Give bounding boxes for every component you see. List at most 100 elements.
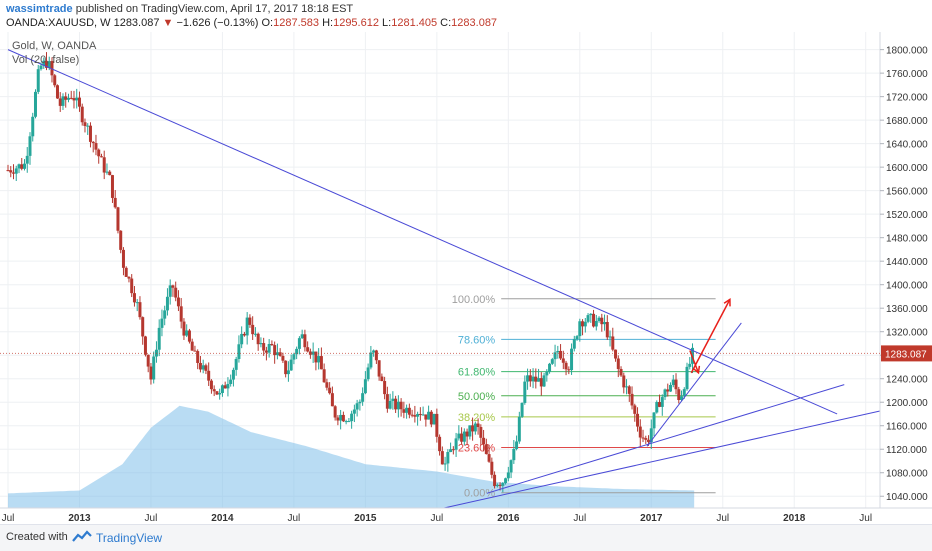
tradingview-brand-link[interactable]: TradingView [96,531,163,545]
candle-body [619,368,623,376]
candle-body [234,358,238,370]
candle-body [671,379,675,385]
candle-body [275,352,279,356]
candle-body [344,421,348,423]
close-value: 1283.087 [451,17,498,29]
candle-body [429,411,433,425]
time-tick-label: 2014 [211,513,234,524]
candle-body [680,396,684,401]
candle-body [248,317,252,325]
candle-body [168,285,172,297]
candle-body [674,379,678,390]
candle-body [22,163,26,169]
candle-body [119,230,123,250]
candle-body [284,360,288,375]
author-link[interactable]: wassimtrade [6,3,73,15]
candle-body [256,333,260,345]
open-value: 1287.583 [273,17,320,29]
candle-body [80,106,84,123]
candle-body [113,197,117,208]
price-tick-label: 1600.000 [886,163,928,174]
candle-body [424,414,428,420]
price-tick-label: 1360.000 [886,304,928,315]
candle-body [603,322,607,325]
candle-body [372,350,376,353]
candle-body [394,398,398,410]
trendline [443,410,881,509]
candle-body [292,354,296,360]
price-tick-label: 1120.000 [886,445,927,456]
candle-body [135,302,139,304]
candle-body [124,267,128,277]
candle-body [385,394,389,409]
price-tick-label: 1560.000 [886,187,928,198]
candle-body [171,285,175,288]
candle-body [319,356,323,370]
open-label: O: [261,17,274,29]
series-legend: Gold, W, OANDA [12,40,97,52]
candle-body [286,370,290,375]
candle-body [42,60,46,66]
publish-header: wassimtrade published on TradingView.com… [6,3,353,15]
candle-body [226,383,230,389]
candle-body [418,413,422,415]
close-label: C: [440,17,452,29]
candle-body [630,393,634,406]
low-value: 1281.405 [391,17,438,29]
candle-body [50,61,54,76]
candle-body [473,423,477,432]
tradingview-logo-icon[interactable] [72,530,92,544]
time-tick-label: Jul [716,513,729,524]
candle-body [185,330,189,336]
candle-body [36,69,40,92]
candle-body [638,426,642,438]
candle-body [567,369,571,371]
candle-body [231,369,235,380]
candle-body [66,97,70,100]
candle-body [75,97,79,101]
current-price-tag: 1283.087 [0,345,932,362]
candle-body [64,96,68,100]
candle-body [539,378,543,387]
candle-body [405,407,409,413]
publish-info: published on TradingView.com, April 17, … [72,3,354,15]
candle-body [383,381,387,395]
trendline [7,49,838,415]
candle-body [608,336,612,338]
price-chart[interactable]: 100.00% 78.60% 61.80% 50.00% 38.20% 23.60% 0.0… [0,32,932,524]
price-tick-label: 1320.000 [886,328,928,339]
price-axis: 1040.000 1080.000 1120.000 1160.000 1200.000… [880,46,928,503]
candle-body [506,472,510,479]
candle-body [616,358,620,369]
candle-body [666,389,670,392]
candlesticks [6,52,695,493]
candle-body [622,375,626,388]
candle-body [446,452,450,464]
high-label: H: [322,17,334,29]
current-price-tag-label: 1283.087 [885,349,927,360]
fib-level-label: 78.60% [458,334,496,346]
candle-body [482,437,486,445]
candle-body [53,75,57,86]
candle-body [528,375,532,382]
candle-body [157,327,161,350]
candle-body [570,348,574,371]
candle-body [149,366,153,380]
candle-body [440,451,444,465]
candle-body [358,401,362,404]
candle-body [207,370,211,381]
candle-body [509,460,513,473]
price-tick-label: 1640.000 [886,140,928,151]
candle-body [366,367,370,380]
candle-body [141,317,145,337]
candle-body [339,414,343,421]
candle-body [504,478,508,484]
candle-body [407,407,411,415]
candle-body [526,375,530,382]
candle-body [421,414,425,416]
candle-body [33,91,37,117]
candle-body [333,406,337,418]
candle-body [152,356,156,380]
time-tick-label: Jul [859,513,872,524]
candle-body [592,313,596,327]
